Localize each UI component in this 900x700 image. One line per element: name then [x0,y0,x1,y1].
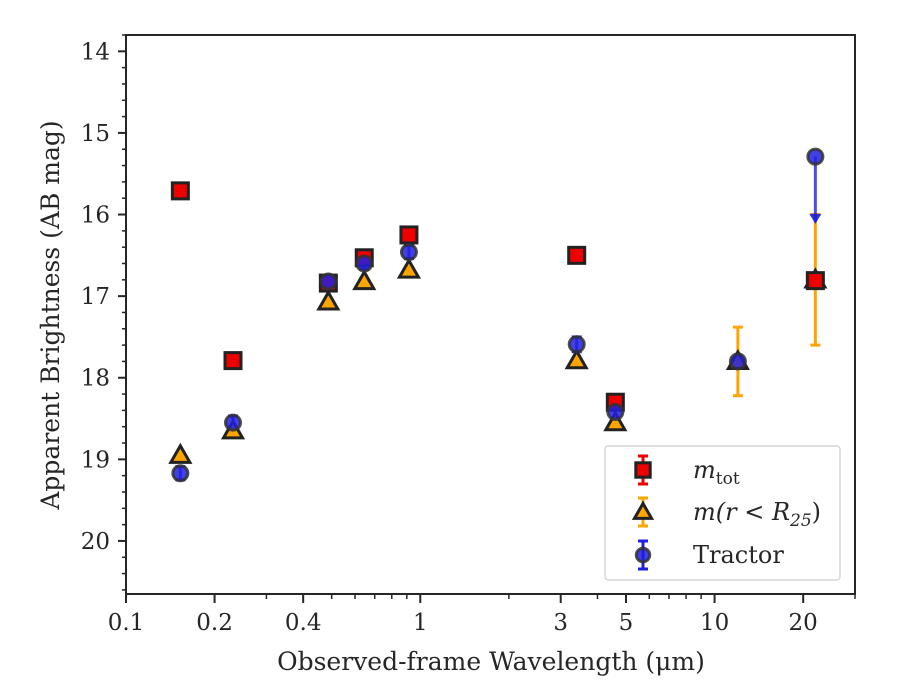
legend-marker-circle [634,546,652,564]
data-point-circle [399,243,418,262]
y-tick-label: 15 [81,121,110,147]
data-point-square [399,225,419,245]
y-tick-label: 16 [81,203,110,229]
error-bar [809,156,822,224]
x-tick-label: 0.4 [285,610,322,636]
legend-marker-square [634,461,652,479]
x-tick-label: 0.1 [108,610,145,636]
data-point-circle [567,335,586,354]
legend-label: Tractor [693,541,784,569]
legend-entry: mtot [634,454,740,489]
x-tick-label: 20 [789,610,818,636]
x-tick-label: 10 [700,610,729,636]
data-point-triangle [316,289,341,311]
legend: mtot m(r < R25) Tractor [604,445,841,581]
y-tick-label: 19 [81,447,110,473]
data-point-square [223,351,243,371]
legend-marker-triangle [631,500,655,520]
y-tick-label: 14 [81,39,110,65]
x-tick-label: 1 [413,610,428,636]
data-point-circle [806,147,825,166]
axes-frame [125,34,856,595]
x-tick-label: 3 [553,610,568,636]
data-point-triangle [603,410,628,432]
y-tick-label: 18 [81,366,110,392]
legend-entry: m(r < R25) [631,496,821,531]
data-point-triangle [168,442,193,464]
data-point-triangle [352,268,377,291]
data-point-square [567,245,587,265]
data-point-square [170,181,190,201]
y-tick-label: 20 [81,529,110,555]
x-tick-label: 5 [619,610,634,636]
x-tick-label: 0.2 [196,610,233,636]
legend-label: mtot [693,456,740,489]
data-point-circle [355,254,374,273]
data-markers [168,147,828,483]
data-point-triangle [396,257,422,279]
data-point-circle [606,403,625,422]
legend-box [604,445,841,581]
data-point-circle [171,464,190,483]
y-tick-label: 17 [81,284,110,310]
data-point-circle [224,413,243,432]
data-point-square [805,271,825,291]
data-point-circle [319,272,338,291]
legend-entry: Tractor [634,539,784,571]
y-axis-label: Apparent Brightness (AB mag) [36,120,65,510]
data-point-triangle [564,348,589,370]
legend-label: m(r < R25) [693,498,821,531]
upper-limit-arrow [809,213,822,224]
axes [118,34,856,603]
tick-labels: 14 15 16 17 18 19 20 0.1 0.2 0.4 1 3 5 10 20 [81,39,818,636]
x-axis-label: Observed-frame Wavelength (μm) [277,647,705,676]
data-point-circle [728,352,747,371]
